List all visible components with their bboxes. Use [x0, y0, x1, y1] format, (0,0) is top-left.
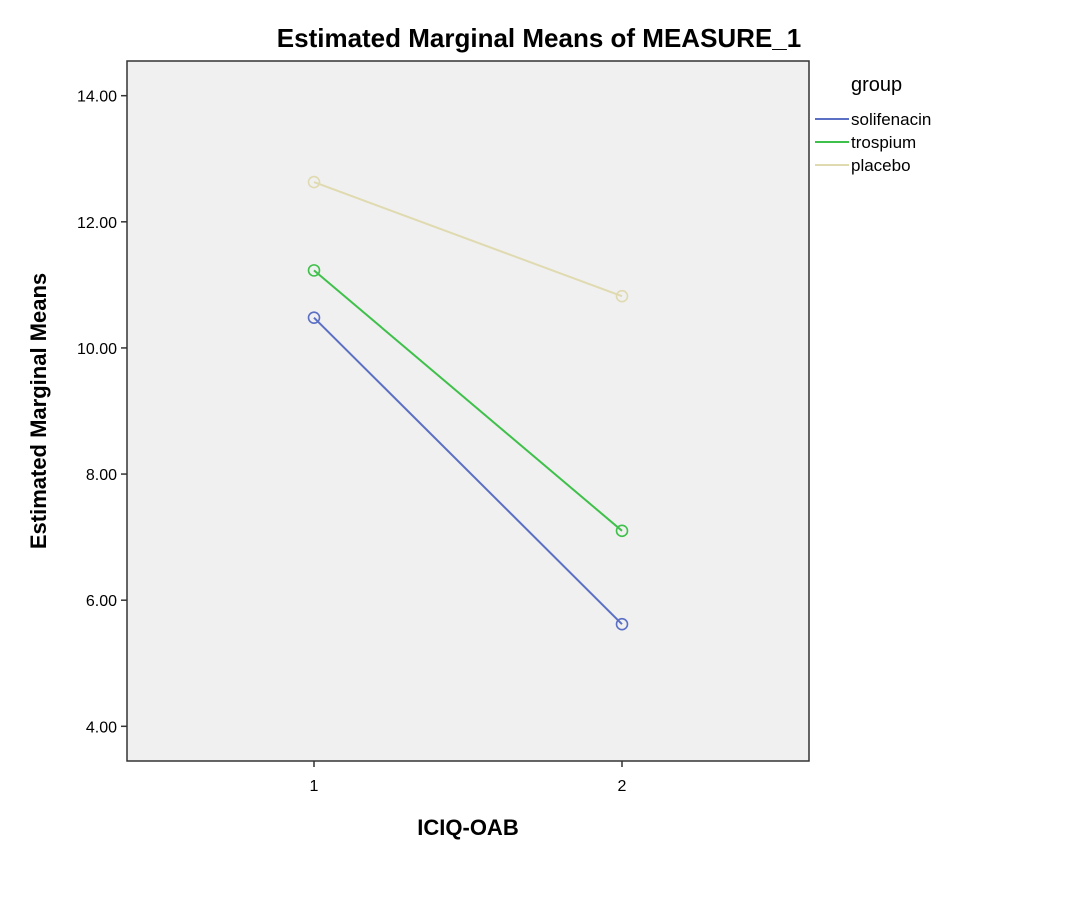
legend-label: placebo — [851, 156, 911, 175]
series-line — [313, 316, 623, 625]
plot-area — [126, 60, 810, 762]
series-line — [313, 181, 623, 298]
chart-title: Estimated Marginal Means of MEASURE_1 — [277, 23, 801, 53]
series-placebo — [307, 175, 629, 303]
y-tick-label: 6.00 — [86, 593, 117, 610]
y-tick-label: 8.00 — [86, 467, 117, 484]
data-point — [307, 175, 321, 189]
legend-title: group — [851, 74, 902, 96]
legend-item-trospium: trospium — [815, 133, 916, 152]
y-axis-title: Estimated Marginal Means — [26, 273, 51, 549]
y-tick-label: 4.00 — [86, 719, 117, 736]
y-tick-label: 10.00 — [77, 341, 117, 358]
series-line — [313, 269, 623, 532]
data-point — [615, 524, 629, 538]
y-tick-label: 14.00 — [77, 89, 117, 106]
x-tick-label: 1 — [310, 778, 319, 795]
data-point — [307, 311, 321, 324]
series-trospium — [307, 264, 629, 538]
y-tick-label: 12.00 — [77, 215, 117, 232]
series-layer — [307, 175, 629, 631]
legend-item-solifenacin: solifenacin — [815, 110, 931, 129]
legend: group solifenacin trospium placebo — [815, 74, 931, 175]
x-axis-title: ICIQ-OAB — [417, 815, 518, 840]
legend-label: trospium — [851, 133, 916, 152]
y-axis: 4.00 6.00 8.00 10.00 12.00 14.00 — [77, 89, 127, 736]
x-tick-label: 2 — [618, 778, 627, 795]
data-point — [615, 289, 629, 303]
legend-item-placebo: placebo — [815, 156, 911, 175]
data-point — [307, 264, 321, 277]
legend-label: solifenacin — [851, 110, 931, 129]
data-point — [615, 617, 629, 631]
series-solifenacin — [307, 311, 629, 631]
